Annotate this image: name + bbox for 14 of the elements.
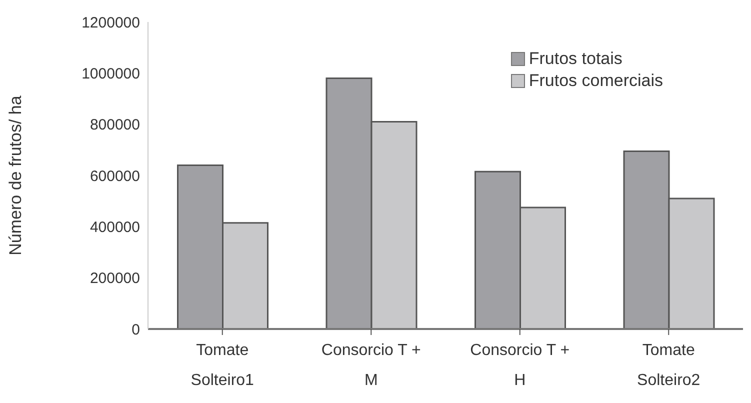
y-tick-label: 1000000 [82, 65, 140, 82]
y-tick-label: 0 [132, 321, 140, 338]
legend-label: Frutos totais [528, 48, 622, 70]
x-tick-label: Tomate Solteiro1 [190, 342, 254, 389]
x-tick-label: Consorcio T + H [470, 342, 570, 389]
y-tick-label: 1200000 [82, 14, 140, 32]
x-tick-label: Tomate Solteiro2 [637, 342, 700, 389]
x-tick-label: Consorcio T + M [321, 342, 421, 389]
y-tick-label: 400000 [90, 218, 140, 236]
y-tick-label: 800000 [90, 116, 140, 134]
y-tick-label: 200000 [90, 270, 140, 288]
y-axis-title: Número de frutos/ ha [6, 95, 26, 256]
legend-label: Frutos comerciais [528, 70, 663, 92]
y-tick-label: 600000 [90, 168, 140, 185]
